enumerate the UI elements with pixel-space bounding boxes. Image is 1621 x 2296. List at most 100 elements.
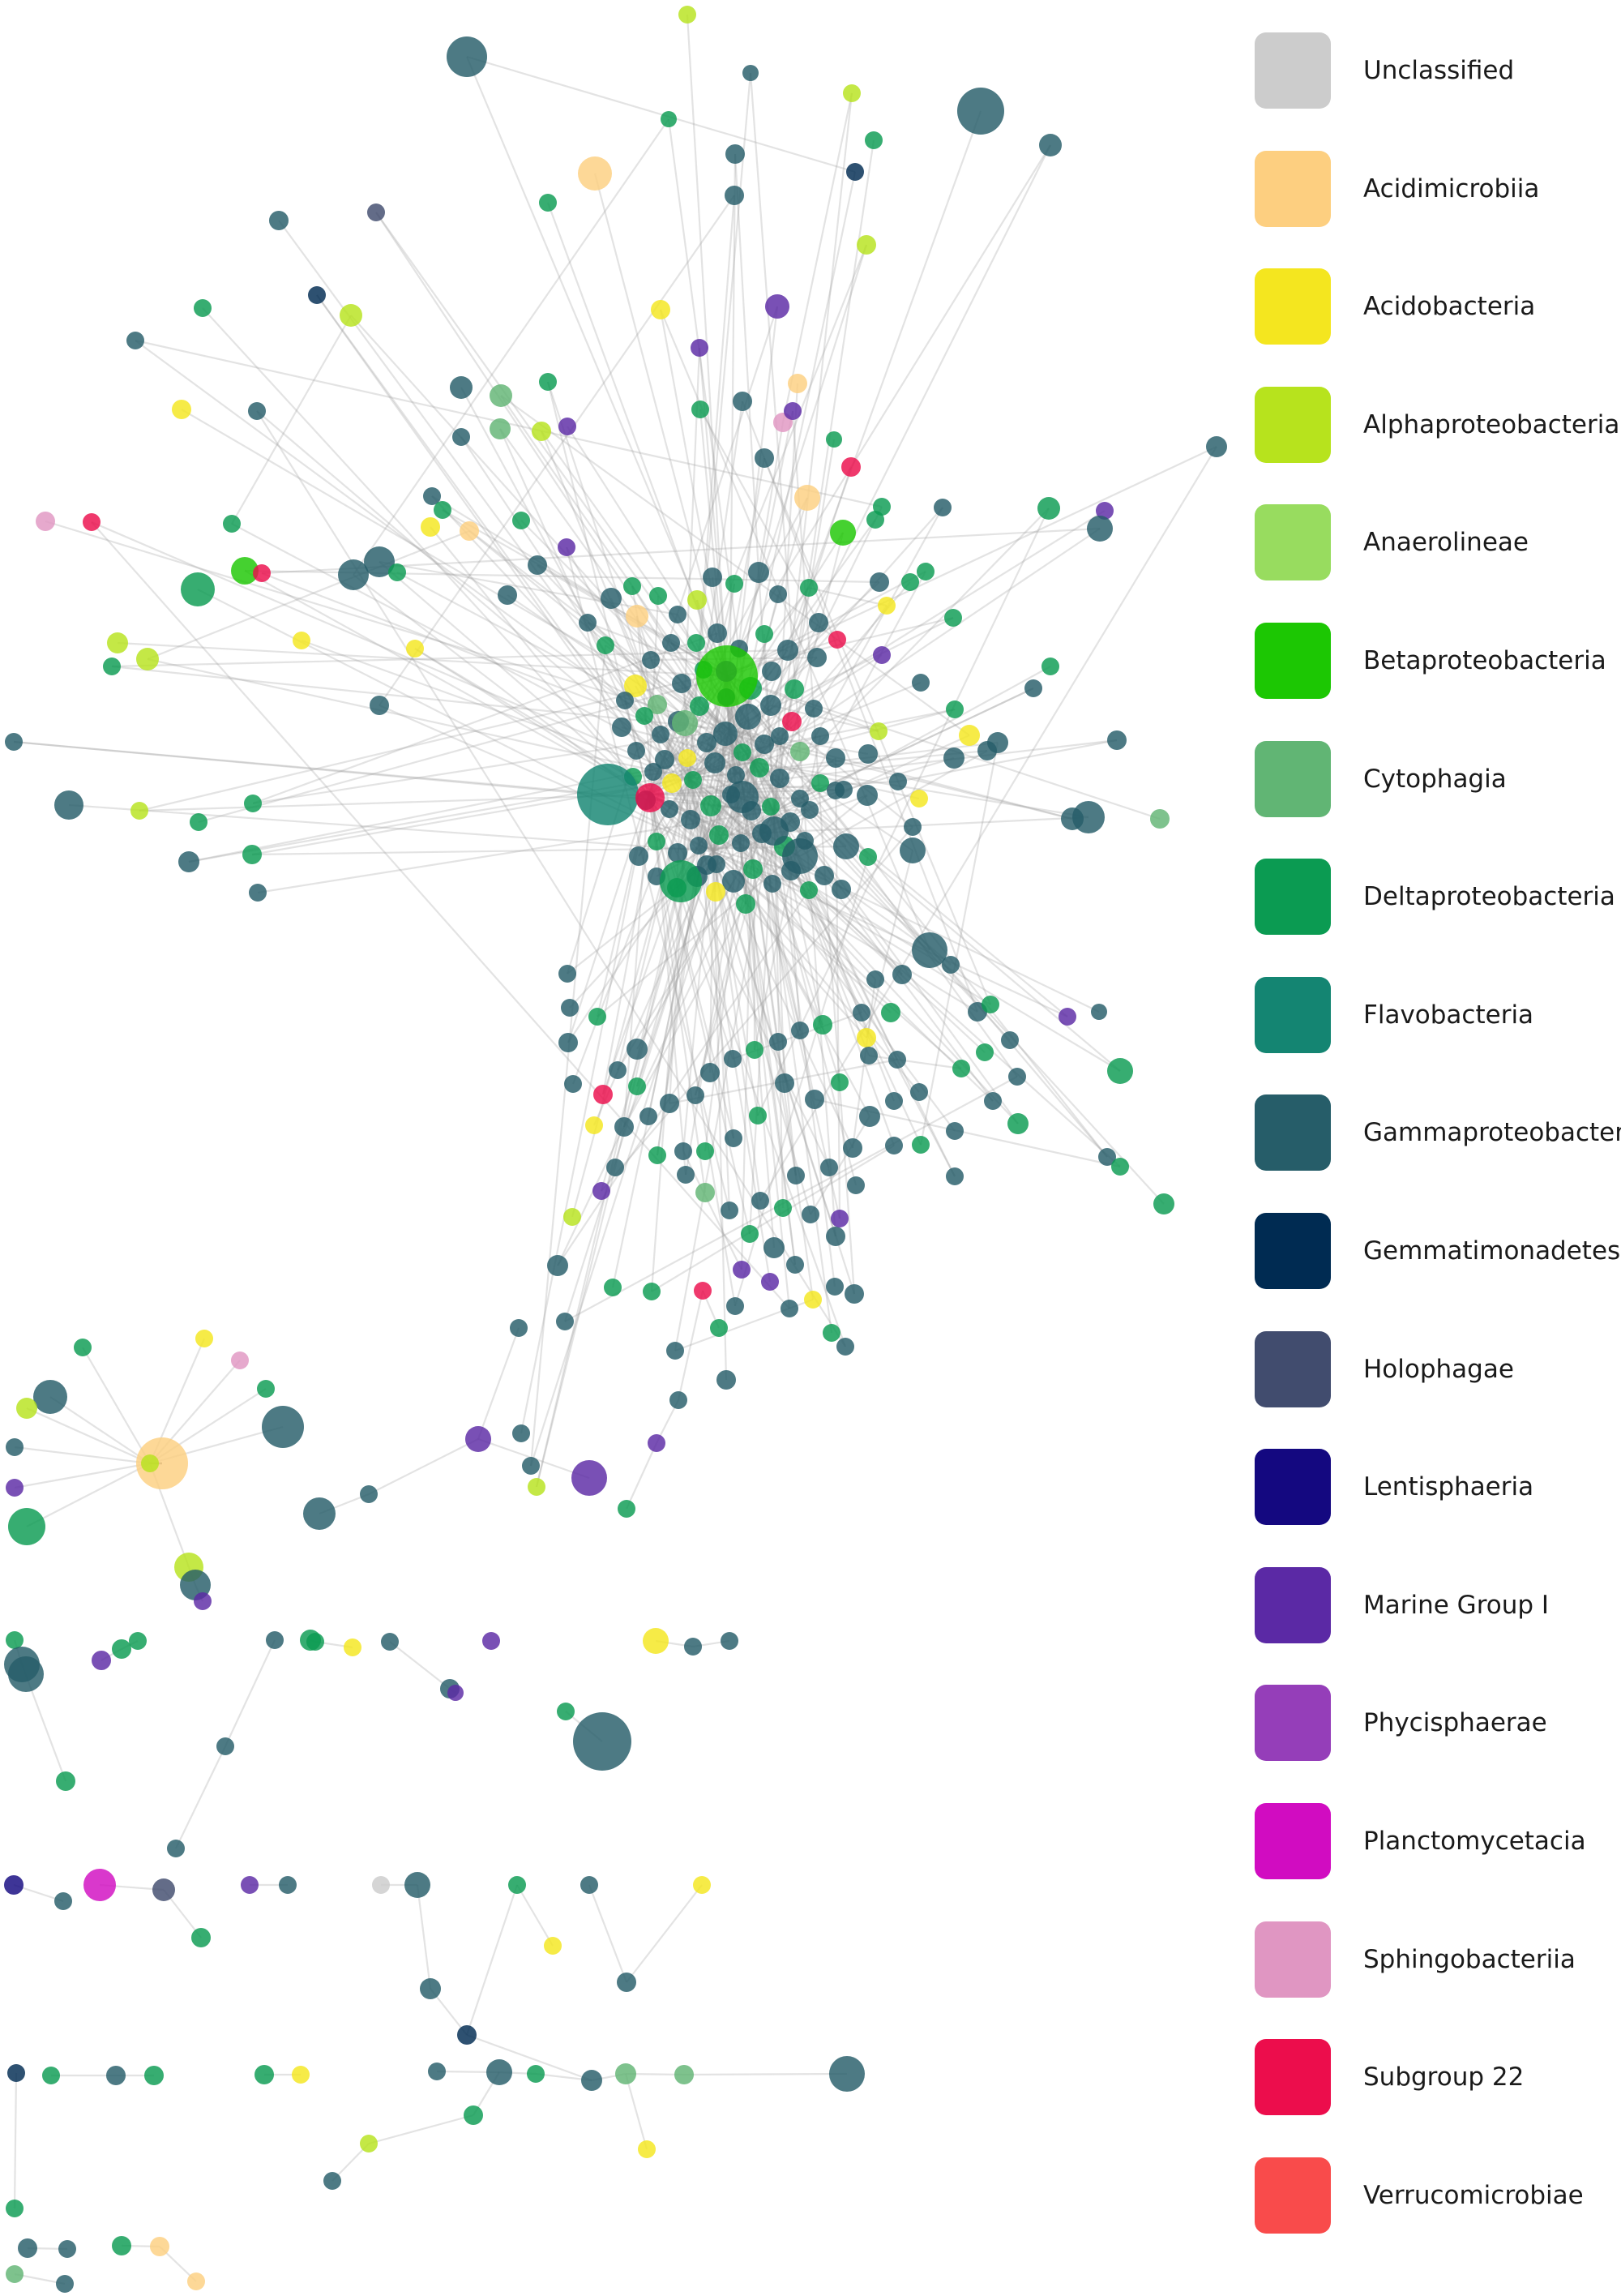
network-edge [379,195,735,706]
network-node [498,585,517,605]
network-node [338,559,369,590]
network-node [223,515,241,533]
network-edge [772,708,815,812]
legend-swatch [1255,2039,1331,2116]
network-node [308,286,326,304]
legend-label: Acidimicrobiia [1363,173,1540,203]
network-node [1206,436,1227,457]
network-node [725,186,744,205]
network-edge [808,586,887,607]
network-edge [725,457,766,677]
network-node [578,156,612,191]
network-node [6,2265,24,2283]
network-node [242,845,262,864]
network-node [811,774,829,792]
network-edge [753,760,1089,819]
network-node [901,573,919,591]
legend-label: Marine Group I [1363,1590,1550,1620]
legend-item-marine-group-i: Marine Group I [1255,1566,1619,1686]
legend-item-sphingobacteriia: Sphingobacteriia [1255,1921,1619,2040]
network-node [195,1330,213,1347]
network-node [724,1050,742,1068]
network-node [759,816,789,846]
network-node [804,1291,822,1309]
network-node [74,1339,92,1356]
network-node [4,1875,24,1895]
network-edge [601,759,666,1095]
legend-item-cytophagia: Cytophagia [1255,740,1619,859]
network-edge [593,173,729,677]
legend-item-betaproteobacteria: Betaproteobacteria [1255,622,1619,741]
network-node [544,1937,562,1955]
network-node [977,741,997,760]
network-node [681,810,700,829]
network-edge [261,572,755,764]
network-node [700,795,721,816]
network-edge [753,760,920,800]
network-node [782,712,802,731]
network-edge [694,810,776,1096]
network-node [809,613,828,632]
network-node [248,402,266,420]
network-node [617,1973,636,1992]
network-node [510,1319,528,1337]
network-node [742,65,759,81]
network-node [257,1380,275,1398]
network-edge [368,1438,479,1495]
network-edge [14,1446,151,1465]
network-node [152,1878,175,1901]
network-node [735,704,761,730]
network-graph [4,6,1227,2293]
network-node [1096,502,1114,520]
network-edge [647,794,707,1193]
network-node [691,339,708,357]
network-edge [625,1442,658,1510]
network-node [508,1876,526,1894]
network-node [781,1300,798,1317]
legend-label: Cytophagia [1363,764,1507,794]
network-node [661,111,677,127]
legend-item-flavobacteria: Flavobacteria [1255,976,1619,1095]
network-edge [668,777,691,1104]
network-node [56,2275,74,2293]
network-edge [624,2073,648,2150]
network-node [486,2059,512,2085]
network-node [136,1437,188,1489]
legend-label: Gammaproteobacteria [1363,1118,1621,1148]
network-edge [675,347,701,889]
network-edge [865,850,914,1039]
network-node [1098,1148,1116,1166]
network-node [7,2064,25,2082]
network-node [558,965,576,983]
network-edge [683,2072,848,2076]
network-node [306,1633,324,1651]
network-node [216,1737,234,1755]
network-edge [688,777,823,1026]
network-node [775,1073,794,1093]
network-node [790,742,810,761]
network-node [805,700,823,718]
network-node [464,2105,483,2125]
network-edge [687,195,736,779]
network-node [8,1508,45,1545]
network-node [722,870,745,893]
network-node [54,1892,72,1910]
network-node [690,837,708,855]
network-node [733,392,752,411]
network-node [763,1237,785,1258]
network-edge [770,704,879,733]
network-node [194,1592,212,1610]
network-node [708,623,727,643]
network-node [769,1033,787,1051]
network-edge [674,810,776,1351]
network-node [644,763,662,781]
network-node [762,798,780,816]
network-node [900,837,926,863]
network-edge [621,726,755,764]
network-edge [729,729,922,1146]
network-edge [781,92,853,423]
network-node [292,2066,310,2084]
network-edge [26,1463,151,1527]
network-edge [45,520,730,731]
network-node [741,1225,759,1243]
